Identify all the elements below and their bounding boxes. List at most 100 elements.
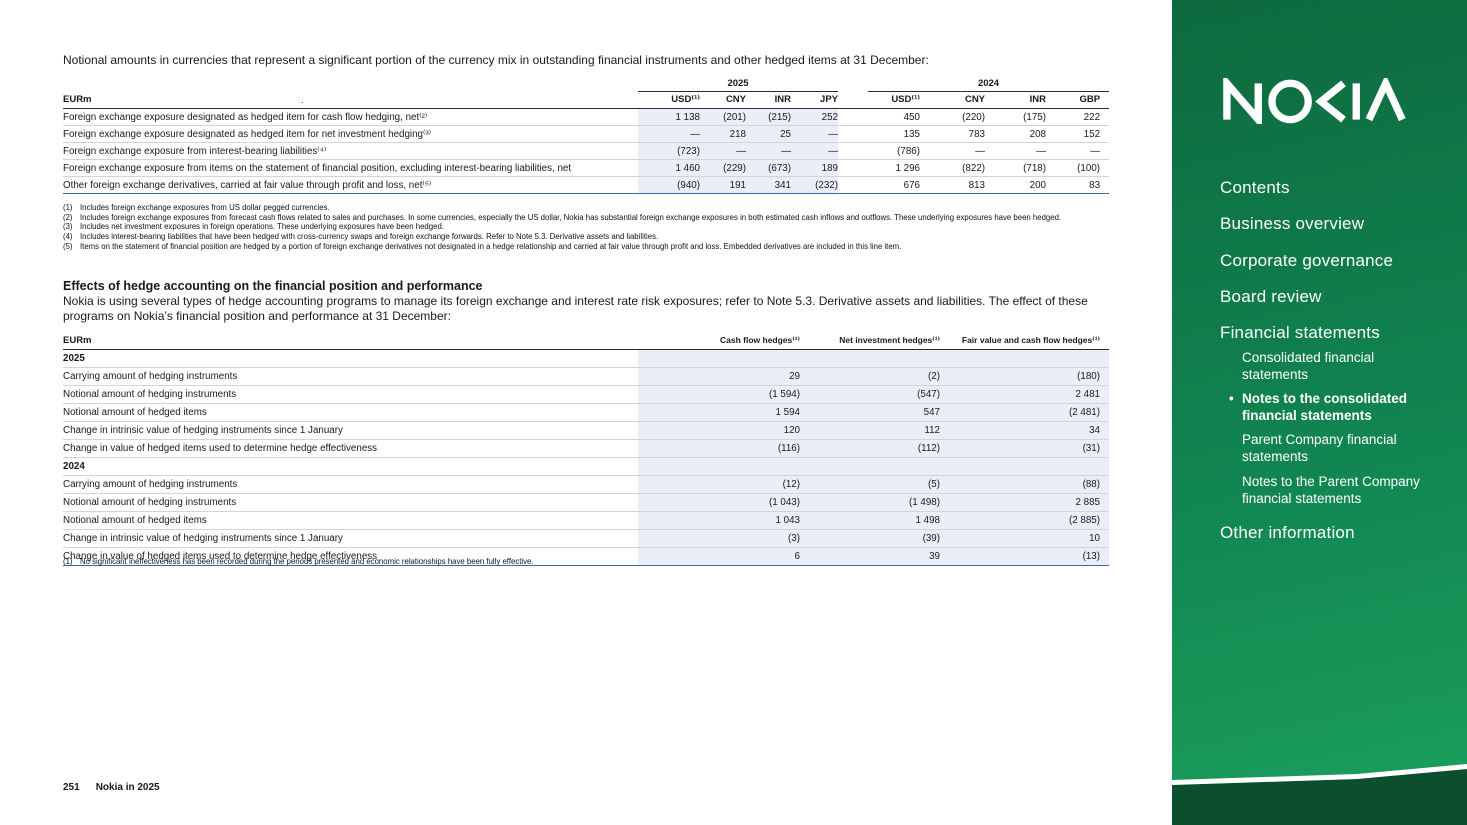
value-2025: (229)	[700, 159, 746, 177]
value-2024: 783	[920, 125, 986, 143]
value-2024: 208	[985, 125, 1047, 143]
sidebar-item-corporate-governance[interactable]: Corporate governance	[1220, 251, 1394, 270]
value-2024: 200	[985, 176, 1047, 194]
col-jpy-2025: JPY	[791, 91, 839, 109]
sidebar-item-financial-statements[interactable]: Financial statements	[1220, 323, 1380, 342]
value-cell: (3)	[638, 529, 800, 548]
row-label: Foreign exchange exposure from interest-…	[63, 142, 638, 160]
page-number: 251	[63, 782, 80, 793]
table-row: Foreign exchange exposure from interest-…	[63, 142, 1110, 160]
table-row: Change in value of hedged items used to …	[63, 547, 1109, 566]
table-row: Carrying amount of hedging instruments 29…	[63, 367, 1109, 386]
table-row: Foreign exchange exposure designated as …	[63, 125, 1110, 143]
empty-cell	[940, 457, 1109, 476]
value-2025: —	[746, 142, 791, 160]
sidebar-subitem-label: Notes to the consolidated financial stat…	[1242, 391, 1408, 423]
row-label: Change in intrinsic value of hedging ins…	[63, 529, 638, 548]
footnote-text: Includes interest-bearing liabilities th…	[80, 232, 659, 242]
sidebar: Contents Business overview Corporate gov…	[1172, 0, 1467, 825]
value-2024: 450	[868, 108, 921, 126]
row-label: Foreign exchange exposure designated as …	[63, 125, 638, 143]
table-row: Notional amount of hedged items 1 043 1 49…	[63, 511, 1109, 530]
value-2025: 218	[700, 125, 746, 143]
footnote-text: No significant ineffectiveness has been …	[80, 557, 534, 566]
footnote: (3) Includes net investment exposures in …	[63, 222, 1109, 232]
sidebar-subitem-parent-company-financial-statements[interactable]: Parent Company financial statements	[1242, 432, 1397, 464]
sidebar-subitem-notes-to-consolidated[interactable]: • Notes to the consolidated financial st…	[1229, 391, 1430, 424]
footnote-marker: (2)	[63, 212, 73, 222]
value-2024: 1 296	[868, 159, 921, 177]
sidebar-item-board-review[interactable]: Board review	[1220, 287, 1322, 306]
col-net-investment-hedges: Net investment hedges⁽¹⁾	[800, 333, 940, 350]
value-2025: —	[700, 142, 746, 160]
row-label: Change in intrinsic value of hedging ins…	[63, 421, 638, 440]
sidebar-item-contents[interactable]: Contents	[1220, 178, 1290, 197]
gap-cell	[838, 125, 869, 143]
value-2025: (215)	[746, 108, 791, 126]
table-row: Notional amount of hedging instruments (1…	[63, 385, 1109, 404]
value-cell: (2 481)	[940, 403, 1109, 422]
value-2025: (232)	[791, 176, 839, 194]
footnote: (1) Includes foreign exchange exposures f…	[63, 203, 1109, 213]
row-label: Foreign exchange exposure from items on …	[63, 159, 638, 177]
value-2025: 1 138	[638, 108, 700, 126]
table-row: Foreign exchange exposure from items on …	[63, 159, 1110, 177]
year-group-2024: 2024	[868, 77, 1110, 92]
unit-label-cell: EURm .	[63, 91, 638, 109]
gap-cell	[838, 159, 869, 177]
value-2025: 191	[700, 176, 746, 194]
value-2024: (175)	[985, 108, 1047, 126]
sidebar-subitem-consolidated-financial-statements[interactable]: Consolidated financial statements	[1242, 350, 1375, 382]
value-cell: (2)	[800, 367, 940, 386]
value-2025: (201)	[700, 108, 746, 126]
gap-cell	[838, 142, 869, 160]
sidebar-subitem-notes-to-parent-company[interactable]: Notes to the Parent Company financial st…	[1242, 474, 1420, 506]
value-cell: 29	[638, 367, 800, 386]
report-title: Nokia in 2025	[95, 782, 160, 793]
col-fair-value-cash-flow-hedges: Fair value and cash flow hedges⁽¹⁾	[940, 333, 1109, 350]
col-inr-2024: INR	[985, 91, 1047, 109]
value-cell: (88)	[940, 475, 1109, 494]
value-cell: (31)	[940, 439, 1109, 458]
footnote-marker: (1)	[63, 557, 73, 566]
year-label: 2024	[63, 457, 638, 476]
sidebar-item-other-information[interactable]: Other information	[1220, 523, 1355, 542]
value-cell: (12)	[638, 475, 800, 494]
value-cell: (5)	[800, 475, 940, 494]
value-cell: (13)	[940, 547, 1109, 566]
col-inr-2025: INR	[746, 91, 791, 109]
value-cell: 10	[940, 529, 1109, 548]
value-cell: (39)	[800, 529, 940, 548]
row-label: Notional amount of hedging instruments	[63, 385, 638, 404]
footnote-marker: (4)	[63, 232, 73, 242]
footnote-text: Includes net investment exposures in for…	[80, 222, 444, 232]
table-row: Change in intrinsic value of hedging ins…	[63, 529, 1109, 548]
gap-header-cell	[838, 77, 868, 92]
value-cell: 2 481	[940, 385, 1109, 404]
col-usd-2025: USD⁽¹⁾	[638, 91, 700, 109]
year-group-2025: 2025	[638, 77, 839, 92]
footnote-marker: (5)	[63, 241, 73, 251]
row-label: Change in value of hedged items used to …	[63, 439, 638, 458]
value-cell: 120	[638, 421, 800, 440]
value-cell: 112	[800, 421, 940, 440]
sidebar-item-business-overview[interactable]: Business overview	[1220, 214, 1365, 233]
value-2025: —	[638, 125, 700, 143]
hedge-table-body: 2025 Carrying amount of hedging instrumen…	[63, 349, 1109, 566]
row-label: Change in value of hedged items used to …	[63, 547, 638, 566]
bottom-ribbon-decoration	[1172, 764, 1467, 825]
value-cell: 6	[638, 547, 800, 566]
value-2025: 25	[746, 125, 791, 143]
table-row: Other foreign exchange derivatives, carr…	[63, 176, 1110, 194]
col-usd-2024: USD⁽¹⁾	[868, 91, 921, 109]
row-label: Carrying amount of hedging instruments	[63, 475, 638, 494]
year-label: 2025	[63, 349, 638, 368]
value-cell: (116)	[638, 439, 800, 458]
footnote-text: Items on the statement of financial posi…	[80, 241, 902, 251]
col-gbp-2024: GBP	[1046, 91, 1110, 109]
value-2025: (940)	[638, 176, 700, 194]
value-cell: 2 885	[940, 493, 1109, 512]
table-row: Change in value of hedged items used to …	[63, 439, 1109, 458]
value-2025: 1 460	[638, 159, 700, 177]
